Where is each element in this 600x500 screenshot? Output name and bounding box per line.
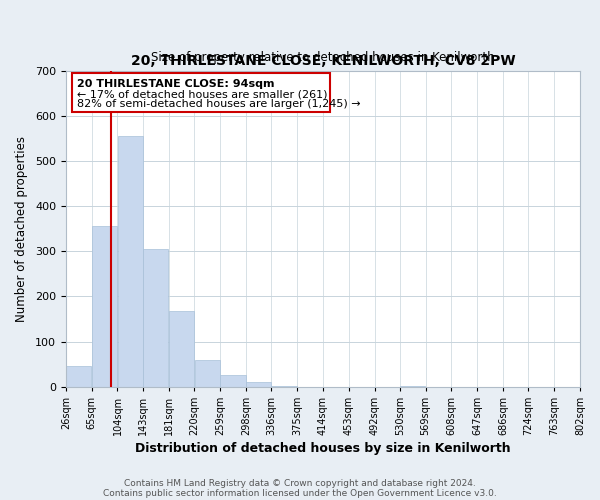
Bar [143, 249, 169, 386]
Bar [169, 311, 194, 386]
Bar [194, 360, 220, 386]
Text: ← 17% of detached houses are smaller (261): ← 17% of detached houses are smaller (26… [77, 90, 328, 100]
Text: 20 THIRLESTANE CLOSE: 94sqm: 20 THIRLESTANE CLOSE: 94sqm [77, 80, 275, 90]
X-axis label: Distribution of detached houses by size in Kenilworth: Distribution of detached houses by size … [135, 442, 511, 455]
Bar [66, 366, 91, 386]
Title: 20, THIRLESTANE CLOSE, KENILWORTH, CV8 2PW: 20, THIRLESTANE CLOSE, KENILWORTH, CV8 2… [131, 54, 515, 68]
Bar [72, 73, 330, 112]
Text: Contains HM Land Registry data © Crown copyright and database right 2024.: Contains HM Land Registry data © Crown c… [124, 478, 476, 488]
Text: Contains public sector information licensed under the Open Government Licence v3: Contains public sector information licen… [103, 488, 497, 498]
Text: 82% of semi-detached houses are larger (1,245) →: 82% of semi-detached houses are larger (… [77, 99, 361, 109]
Bar [118, 136, 143, 386]
Bar [246, 382, 271, 386]
Bar [92, 226, 118, 386]
Y-axis label: Number of detached properties: Number of detached properties [15, 136, 28, 322]
Text: Size of property relative to detached houses in Kenilworth: Size of property relative to detached ho… [151, 52, 495, 64]
Bar [220, 376, 246, 386]
